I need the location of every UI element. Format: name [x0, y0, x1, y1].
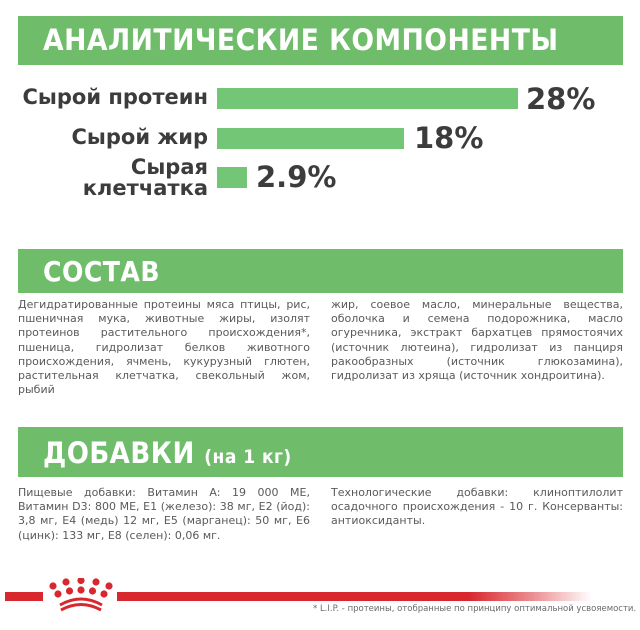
additives-title-wrap: ДОБАВКИ (на 1 кг) [43, 436, 292, 470]
label-crude-fat: Сырой жир [71, 125, 208, 149]
brand-line-right [117, 592, 592, 601]
additives-header: ДОБАВКИ (на 1 кг) [18, 427, 623, 477]
analytics-header: АНАЛИТИЧЕСКИЕ КОМПОНЕНТЫ [18, 16, 623, 65]
bar-crude-fiber [217, 167, 247, 188]
value-crude-fiber: 2.9% [256, 160, 337, 194]
composition-text-right: жир, соевое масло, минеральные вещества,… [331, 298, 623, 383]
analytics-title: АНАЛИТИЧЕСКИЕ КОМПОНЕНТЫ [43, 23, 559, 57]
composition-title: СОСТАВ [43, 255, 161, 288]
crown-icon [48, 576, 114, 614]
label-crude-protein: Сырой протеин [22, 85, 209, 109]
composition-text-left: Дегидратированные протеины мяса птицы, р… [18, 298, 310, 397]
additives-text-left: Пищевые добавки: Витамин A: 19 000 МЕ, В… [18, 486, 310, 542]
footnote: * L.I.P. - протеины, отобранные по принц… [313, 604, 637, 614]
label-crude-fiber-line1: Сырая [130, 155, 208, 179]
brand-line-left [5, 592, 43, 601]
label-crude-fiber-line2: клетчатка [82, 176, 208, 200]
bar-crude-fat [217, 128, 404, 149]
value-crude-fat: 18% [414, 121, 484, 155]
composition-header: СОСТАВ [18, 249, 623, 293]
additives-subtitle: (на 1 кг) [204, 446, 292, 468]
additives-title: ДОБАВКИ [43, 436, 195, 470]
value-crude-protein: 28% [526, 82, 596, 116]
bar-crude-protein [217, 88, 518, 109]
additives-text-right: Технологические добавки: клиноптилолит о… [331, 486, 623, 528]
